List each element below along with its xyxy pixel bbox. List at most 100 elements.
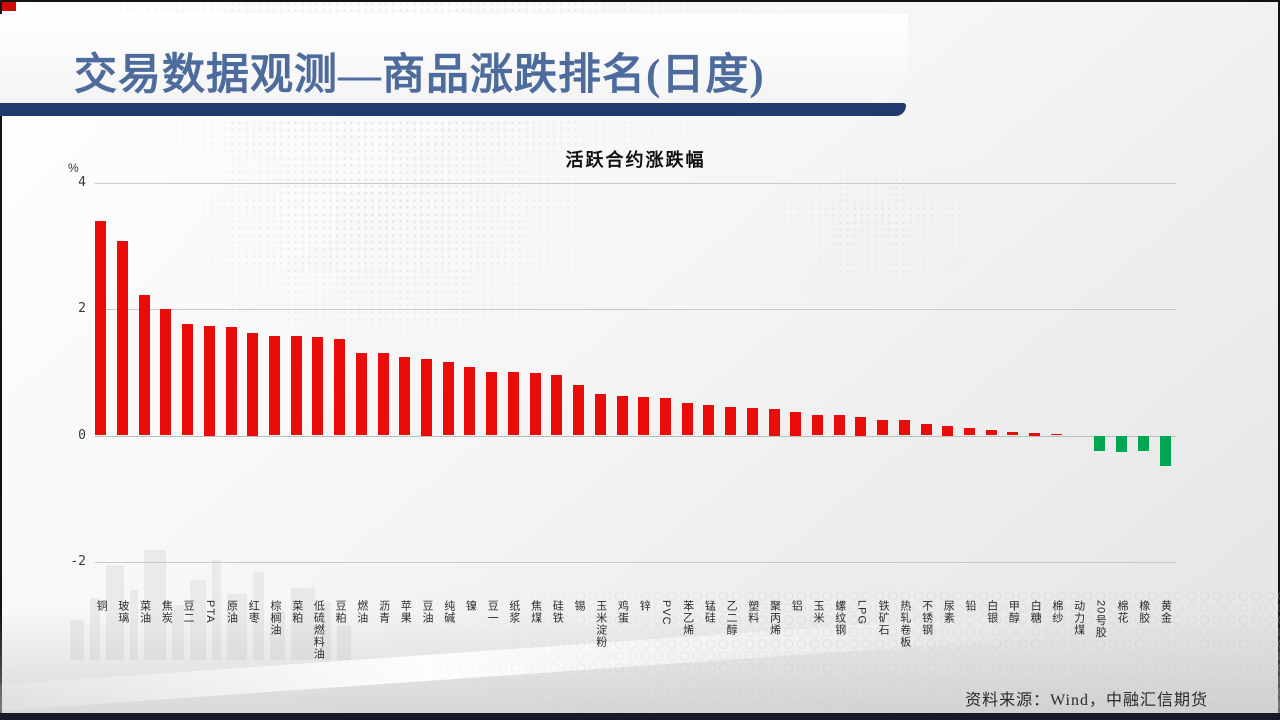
x-category-label: 低硫燃料油 — [312, 600, 325, 660]
chart-title: 活跃合约涨跌幅 — [565, 150, 706, 170]
gridline — [95, 182, 1176, 184]
x-category-label: LPG — [855, 600, 868, 626]
x-category-label: 白银 — [985, 600, 998, 624]
bar-PVC — [659, 397, 671, 436]
x-category-label: 焦煤 — [529, 600, 542, 624]
x-category-label: PVC — [659, 600, 672, 626]
x-category-label: 菜油 — [138, 600, 151, 624]
bar-菜油 — [138, 295, 150, 436]
bar-豆油 — [421, 359, 432, 436]
y-tick-label: 4 — [78, 174, 86, 190]
x-category-label: 铁矿石 — [877, 600, 890, 636]
y-axis-unit-label: % — [68, 161, 79, 175]
x-category-label: 鸡蛋 — [616, 600, 629, 624]
bar-硅铁 — [551, 374, 563, 436]
gridline — [95, 561, 1176, 563]
bar-铅 — [964, 427, 975, 436]
bar-白银 — [985, 429, 997, 436]
x-category-label: 纸浆 — [507, 600, 520, 624]
honeycomb-pattern — [340, 590, 1280, 720]
corner-red-mark — [2, 2, 16, 11]
bar-苯乙烯 — [681, 402, 693, 436]
x-category-label: 锌 — [638, 600, 651, 612]
bar-白糖 — [1029, 433, 1041, 436]
y-tick-label: 0 — [78, 427, 86, 443]
data-source-note: 资料来源：Wind，中融汇信期货 — [965, 692, 1208, 709]
x-category-label: 豆二 — [182, 600, 195, 624]
bar-原油 — [225, 326, 237, 436]
x-category-label: 锡 — [573, 600, 585, 612]
bar-螺纹钢 — [833, 415, 845, 436]
city-skyline-silhouette — [70, 545, 500, 660]
bar-铝 — [790, 411, 802, 436]
x-category-label: 尿素 — [942, 600, 955, 624]
x-category-label: 苹果 — [399, 600, 412, 624]
bar-豆粕 — [334, 338, 346, 436]
x-category-label: 苯乙烯 — [681, 600, 694, 636]
y-tick-label: -2 — [70, 553, 86, 569]
x-category-label: 玉米淀粉 — [594, 600, 607, 648]
bar-聚丙烯 — [768, 409, 780, 436]
bar-20号胶 — [1094, 436, 1106, 452]
bar-纸浆 — [507, 372, 519, 436]
bar-LPG — [855, 416, 867, 436]
bar-棉花 — [1116, 436, 1127, 452]
x-category-label: 不锈钢 — [920, 600, 933, 636]
x-category-label: 玻璃 — [116, 600, 129, 624]
bar-尿素 — [942, 426, 954, 436]
x-category-label: 纯碱 — [442, 600, 455, 624]
header-panel — [0, 14, 908, 103]
bar-镍 — [464, 367, 476, 436]
bar-棕榈油 — [269, 335, 280, 436]
bar-低硫燃料油 — [312, 336, 324, 436]
world-map-dot-pattern — [760, 170, 1020, 310]
y-tick-label: 2 — [78, 301, 86, 317]
x-category-label: 棉纱 — [1050, 600, 1063, 624]
bar-玉米 — [812, 414, 823, 436]
header-accent-bar — [0, 103, 906, 116]
bar-沥青 — [377, 353, 389, 436]
x-category-label: 菜粕 — [290, 600, 303, 624]
x-category-label: 原油 — [225, 600, 238, 624]
bar-纯碱 — [442, 361, 454, 436]
x-category-label: 燃油 — [355, 600, 368, 624]
bar-热轧卷板 — [898, 420, 910, 436]
x-category-label: 塑料 — [746, 600, 759, 624]
x-category-label: 白糖 — [1029, 600, 1042, 624]
x-category-label: 乙二醇 — [725, 600, 738, 636]
x-category-label: 豆粕 — [334, 600, 347, 624]
bar-棉纱 — [1050, 433, 1062, 436]
bar-乙二醇 — [725, 407, 737, 436]
bar-玻璃 — [116, 240, 128, 436]
x-category-label: PTA — [203, 600, 216, 624]
bar-铜 — [95, 221, 107, 436]
x-category-label: 豆一 — [486, 600, 499, 624]
gridline — [95, 309, 1176, 311]
bar-锡 — [573, 384, 584, 436]
x-category-label: 橡胶 — [1137, 600, 1150, 624]
x-category-label: 焦炭 — [160, 600, 173, 624]
bar-黄金 — [1159, 436, 1171, 467]
x-category-label: 硅铁 — [551, 600, 564, 624]
bar-鸡蛋 — [616, 396, 628, 436]
page-title: 交易数据观测—商品涨跌排名(日度) — [74, 52, 765, 99]
x-category-label: 热轧卷板 — [898, 600, 911, 648]
bar-菜粕 — [290, 335, 302, 436]
bar-PTA — [203, 325, 215, 436]
bar-锰硅 — [703, 405, 715, 436]
bar-塑料 — [746, 407, 758, 436]
x-category-label: 铅 — [964, 600, 976, 612]
x-category-label: 锰硅 — [703, 600, 716, 624]
bar-甲醇 — [1007, 431, 1019, 436]
x-category-label: 聚丙烯 — [768, 600, 781, 636]
bar-燃油 — [355, 352, 367, 436]
x-category-label: 20号胶 — [1094, 600, 1107, 639]
x-category-label: 铝 — [790, 600, 803, 612]
x-category-label: 黄金 — [1159, 600, 1172, 624]
bar-豆二 — [182, 324, 194, 436]
bar-锌 — [638, 396, 650, 436]
x-category-label: 红枣 — [247, 600, 260, 624]
x-category-label: 沥青 — [377, 600, 390, 624]
x-category-label: 棕榈油 — [269, 600, 281, 636]
